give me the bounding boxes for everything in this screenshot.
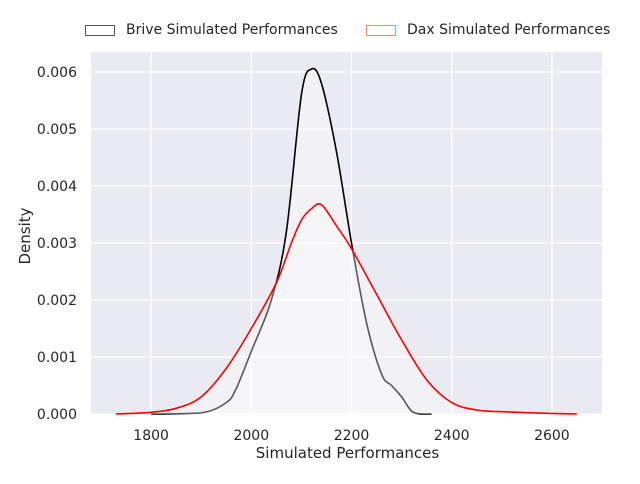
series-line-dax: [116, 203, 577, 415]
x-tick-label: 1800: [133, 428, 169, 444]
plot-background: [91, 52, 602, 414]
y-tick-labels: 0.000 0.001 0.002 0.003 0.004 0.005 0.006: [37, 65, 77, 423]
legend-swatch-brive: [85, 24, 115, 36]
x-axis-label: Simulated Performances: [255, 444, 440, 462]
y-tick-label: 0.002: [37, 293, 77, 309]
y-tick-label: 0.005: [37, 122, 77, 138]
legend-label-dax: Dax Simulated Performances: [407, 22, 611, 38]
y-tick-label: 0.001: [37, 350, 77, 366]
y-axis-label: Density: [16, 207, 34, 265]
legend-item-dax: Dax Simulated Performances: [366, 20, 610, 40]
y-tick-label: 0.003: [37, 236, 77, 252]
x-tick-label: 2200: [334, 428, 370, 444]
x-tick-label: 2000: [233, 428, 269, 444]
x-tick-label: 2400: [434, 428, 470, 444]
grid-layer: [91, 52, 602, 415]
x-tick-label: 2600: [534, 428, 570, 444]
y-tick-label: 0.004: [37, 179, 77, 195]
x-tick-labels: 1800 2000 2200 2400 2600: [133, 428, 569, 444]
legend-swatch-dax: [366, 24, 396, 36]
y-tick-label: 0.000: [37, 407, 77, 423]
series-layer: [116, 67, 577, 415]
series-line-brive: [151, 67, 432, 415]
legend-label-brive: Brive Simulated Performances: [126, 22, 338, 38]
legend-item-brive: Brive Simulated Performances: [85, 20, 338, 40]
y-tick-label: 0.006: [37, 65, 77, 81]
